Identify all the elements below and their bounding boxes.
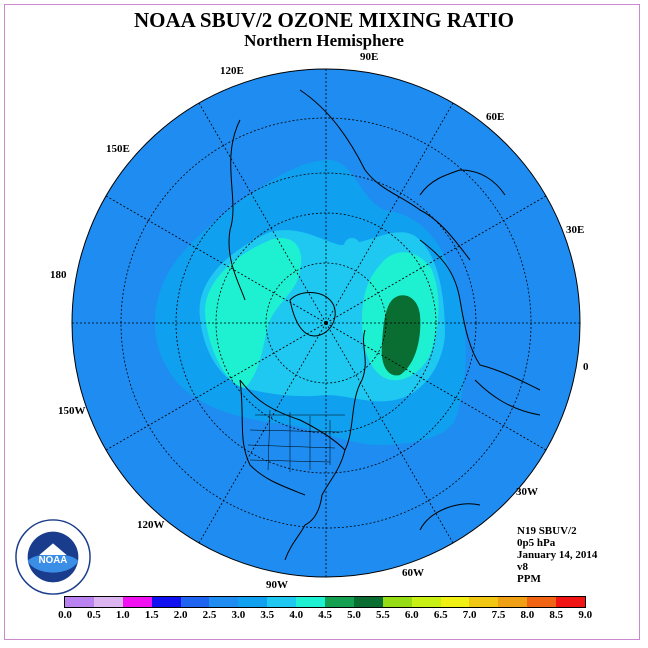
lon-label-120w: 120W: [137, 519, 165, 531]
color-swatch: [556, 597, 586, 607]
color-scale-tick: 0.5: [87, 609, 101, 621]
lon-label-60w: 60W: [402, 567, 424, 579]
map-subtitle: Northern Hemisphere: [244, 31, 404, 50]
color-scale-tick: 1.5: [144, 609, 159, 621]
lon-label-90e: 90E: [360, 51, 378, 63]
version-label: v8: [517, 561, 528, 573]
pressure-level-label: 0p5 hPa: [517, 537, 556, 549]
color-scale-tick: 7.5: [491, 609, 506, 621]
color-scale-tick: 2.0: [173, 609, 188, 621]
satellite-label: N19 SBUV/2: [517, 525, 577, 537]
color-swatch: [325, 597, 354, 607]
color-scale-tick: 3.0: [231, 609, 246, 621]
color-scale-tick: 1.0: [115, 609, 130, 621]
color-swatch: [411, 597, 441, 607]
color-scale-tick: 5.5: [376, 609, 390, 621]
map-boundary: [71, 68, 581, 578]
color-scale-tick: 6.5: [433, 609, 448, 621]
lon-label-180: 180: [50, 269, 67, 281]
color-scale-tick: 2.5: [202, 609, 217, 621]
color-scale-tick: 9.0: [578, 609, 593, 621]
color-swatch: [382, 597, 412, 607]
noaa-logo-text: NOAA: [39, 555, 68, 566]
date-label: January 14, 2014: [517, 549, 598, 561]
color-swatch: [93, 597, 123, 607]
color-swatch: [151, 597, 181, 607]
color-swatch: [180, 597, 210, 607]
color-scale-tick: 5.0: [347, 609, 361, 621]
color-scale-tick: 8.5: [549, 609, 564, 621]
ozone-blob: [344, 238, 360, 254]
lon-label-90w: 90W: [266, 579, 288, 591]
lon-label-150e: 150E: [106, 143, 130, 155]
color-swatch: [238, 597, 268, 607]
figure-frame: [4, 4, 640, 640]
lon-label-0: 0: [583, 361, 589, 373]
color-swatch: [498, 597, 528, 607]
color-scale-tick: 8.0: [520, 609, 535, 621]
map-title: NOAA SBUV/2 OZONE MIXING RATIO: [134, 8, 514, 32]
color-swatch: [267, 597, 297, 607]
color-scale-tick: 6.0: [404, 609, 419, 621]
noaa-logo: NOAA: [15, 519, 91, 595]
color-scale-tick: 0.0: [58, 609, 72, 621]
lon-label-30e: 30E: [566, 224, 584, 236]
color-scale-tick: 4.5: [318, 609, 332, 621]
color-swatch: [469, 597, 499, 607]
color-scale-tick: 7.0: [462, 609, 477, 621]
color-scale-tick: 3.5: [260, 609, 275, 621]
color-scale-tick: 4.0: [289, 609, 304, 621]
info-block: N19 SBUV/2 0p5 hPa January 14, 2014 v8 P…: [517, 525, 597, 585]
lon-label-30w: 30W: [516, 486, 538, 498]
ozone-field-4.5-5.0: [381, 295, 421, 376]
color-swatch: [353, 597, 383, 607]
lon-label-150w: 150W: [58, 405, 86, 417]
color-swatch: [527, 597, 557, 607]
north-pole-marker: [324, 321, 328, 325]
color-swatch: [296, 597, 326, 607]
units-label: PPM: [517, 573, 541, 585]
color-swatch: [209, 597, 239, 607]
color-swatch: [65, 597, 94, 607]
color-scale-bar: [64, 596, 587, 608]
lon-label-60e: 60E: [486, 111, 504, 123]
lon-label-120e: 120E: [220, 65, 244, 77]
color-scale-ticks: 0.0 0.5 1.0 1.5 2.0 2.5 3.0 3.5 4.0 4.5 5.0 5.5 6.0 6…: [56, 609, 596, 623]
color-swatch: [440, 597, 470, 607]
color-swatch: [122, 597, 152, 607]
ozone-field-4.0-4.5-west: [205, 238, 302, 388]
